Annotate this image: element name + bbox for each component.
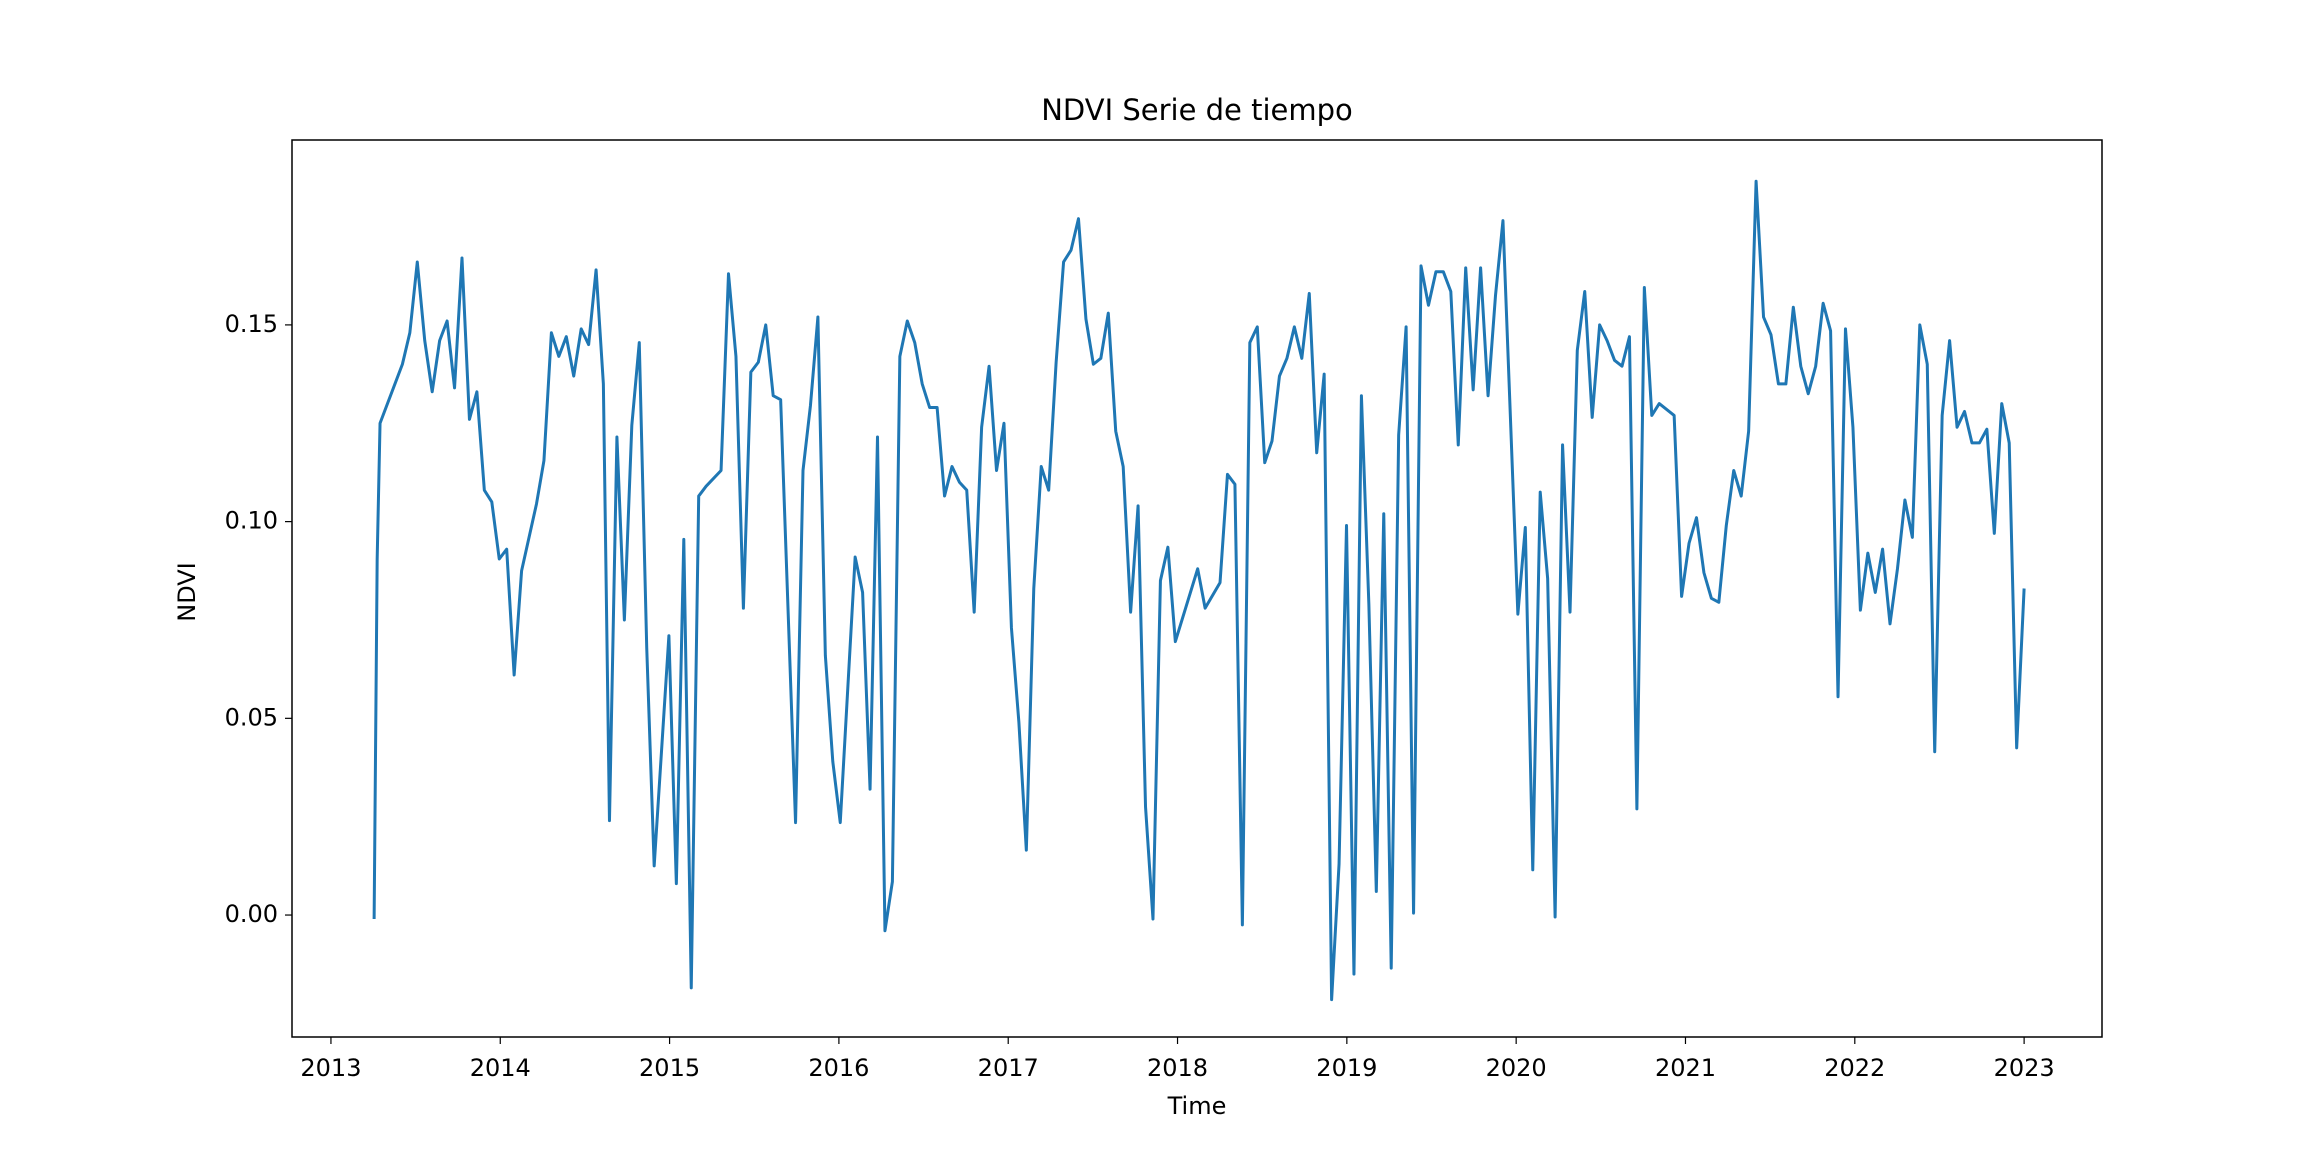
plot-frame <box>291 139 2103 1038</box>
y-tick-label: 0.10 <box>225 507 278 535</box>
x-tick-label: 2014 <box>470 1054 531 1082</box>
x-tick-label: 2013 <box>300 1054 361 1082</box>
x-tick-label: 2016 <box>808 1054 869 1082</box>
y-tick-label: 0.15 <box>225 310 278 338</box>
x-tick-label: 2020 <box>1486 1054 1547 1082</box>
x-tick-label: 2018 <box>1147 1054 1208 1082</box>
x-tick-label: 2015 <box>639 1054 700 1082</box>
line-series <box>372 179 2026 1002</box>
y-tick-label: 0.05 <box>225 703 278 731</box>
x-axis-label: Time <box>1167 1092 1227 1120</box>
x-tick-label: 2022 <box>1824 1054 1885 1082</box>
x-tick-label: 2021 <box>1655 1054 1716 1082</box>
y-tick-label: 0.00 <box>225 900 278 928</box>
x-tick-label: 2023 <box>1994 1054 2055 1082</box>
x-tick-label: 2017 <box>978 1054 1039 1082</box>
y-axis-label: NDVI <box>173 562 201 622</box>
x-tick-label: 2019 <box>1316 1054 1377 1082</box>
chart-title: NDVI Serie de tiempo <box>1041 93 1353 127</box>
